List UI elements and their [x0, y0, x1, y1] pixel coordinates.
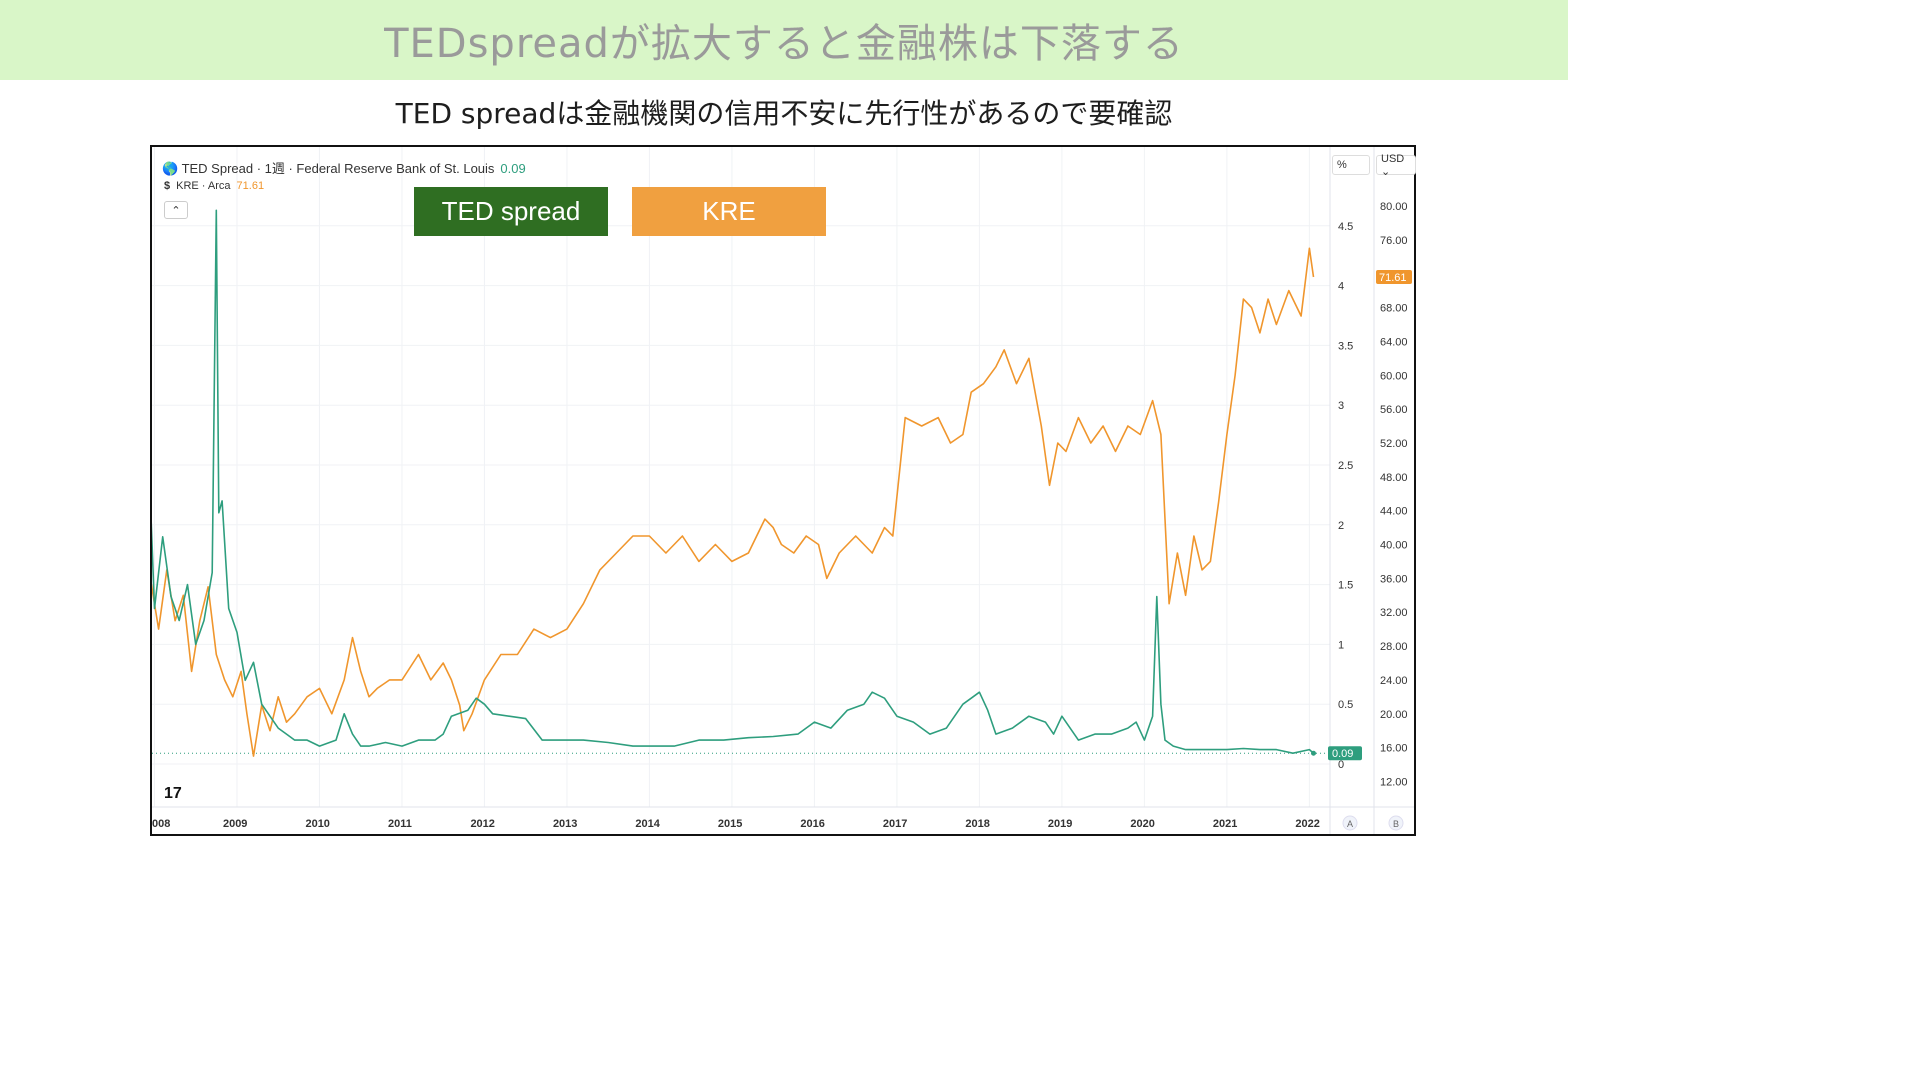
- x-axis-tick: 2019: [1048, 818, 1072, 830]
- collapse-legend-button[interactable]: ⌃: [164, 201, 188, 219]
- right-axis-marker-circle: [1388, 815, 1404, 831]
- dollar-icon: $: [164, 180, 171, 192]
- x-axis-tick: 2018: [965, 818, 989, 830]
- percent-scale-button[interactable]: %: [1332, 155, 1370, 175]
- ted-value-label: 0.09: [1332, 748, 1353, 760]
- x-axis-tick: 2017: [883, 818, 907, 830]
- ted-last-point: [1311, 750, 1317, 756]
- left-axis-tick: 3: [1338, 400, 1344, 412]
- right-axis-tick: 12.00: [1380, 776, 1408, 788]
- right-axis-tick: 36.00: [1380, 573, 1408, 585]
- right-axis-tick: 28.00: [1380, 641, 1408, 653]
- x-axis-tick: 2010: [305, 818, 329, 830]
- x-axis-tick: 2020: [1130, 818, 1154, 830]
- left-axis-marker: A: [1347, 819, 1353, 829]
- x-axis-tick: 2015: [718, 818, 742, 830]
- legend-kre-label: KRE: [702, 196, 756, 226]
- x-axis-tick: 2016: [800, 818, 824, 830]
- left-axis-tick: 0: [1338, 759, 1344, 771]
- tradingview-logo: 17: [164, 785, 182, 802]
- right-axis-tick: 16.00: [1380, 743, 1408, 755]
- left-axis-tick: 1.5: [1338, 580, 1353, 592]
- legend-kre: KRE: [632, 187, 826, 236]
- legend-ted-label: TED spread: [441, 196, 581, 226]
- x-axis-tick: 2014: [635, 818, 660, 830]
- chart-svg[interactable]: 4.543.532.521.510.5080.0076.0072.0068.00…: [152, 147, 1414, 834]
- right-axis-tick: 60.00: [1380, 370, 1408, 382]
- kre-series-title: KRE · Arca: [176, 180, 231, 192]
- right-axis-tick: 44.00: [1380, 506, 1408, 518]
- left-axis-tick: 0.5: [1338, 699, 1353, 711]
- banner-title: TEDspreadが拡大すると金融株は下落する: [384, 21, 1184, 67]
- ted-info-line: 🌎 TED Spread · 1週 · Federal Reserve Bank…: [162, 158, 526, 177]
- x-axis-tick: 008: [152, 818, 170, 830]
- left-axis-tick: 4.5: [1338, 221, 1353, 233]
- title-banner: TEDspreadが拡大すると金融株は下落する: [0, 0, 1568, 80]
- page-subtitle: TED spreadは金融機関の信用不安に先行性があるので要確認: [395, 97, 1173, 130]
- left-axis-tick: 1: [1338, 639, 1344, 651]
- kre-price-tag: [1376, 270, 1412, 285]
- ted-current-value: 0.09: [500, 161, 526, 176]
- kre-price-label: 71.61: [1379, 272, 1407, 284]
- kre-series-line: [152, 247, 1315, 757]
- ted-series-title: 🌎 TED Spread · 1週 · Federal Reserve Bank…: [162, 161, 495, 176]
- right-axis-tick: 56.00: [1380, 404, 1408, 416]
- right-axis-tick: 76.00: [1380, 235, 1408, 247]
- x-axis-tick: 2021: [1213, 818, 1237, 830]
- right-axis-tick: 68.00: [1380, 303, 1408, 315]
- right-axis-marker: B: [1393, 819, 1399, 829]
- right-axis-tick: 40.00: [1380, 540, 1408, 552]
- kre-current-value: 71.61: [236, 180, 265, 192]
- x-axis-tick: 2011: [388, 818, 412, 830]
- x-axis-tick: 2022: [1295, 818, 1319, 830]
- ted-value-tag: [1328, 746, 1362, 761]
- left-axis-marker-circle: [1342, 815, 1358, 831]
- left-axis-tick: 2: [1338, 520, 1344, 532]
- x-axis-tick: 2009: [223, 818, 247, 830]
- x-axis-tick: 2013: [553, 818, 577, 830]
- left-axis-tick: 4: [1338, 281, 1344, 293]
- currency-button[interactable]: USD ⌄: [1376, 153, 1416, 178]
- right-axis-tick: 32.00: [1380, 607, 1408, 619]
- right-axis-tick: 24.00: [1380, 675, 1408, 687]
- right-axis-tick: 20.00: [1380, 709, 1408, 721]
- chart-panel[interactable]: 4.543.532.521.510.5080.0076.0072.0068.00…: [150, 145, 1416, 836]
- right-axis-tick: 52.00: [1380, 438, 1408, 450]
- chevron-up-icon: ⌃: [171, 203, 181, 217]
- right-axis-tick: 80.00: [1380, 201, 1408, 213]
- ted-series-line: [152, 209, 1315, 754]
- right-axis-tick: 64.00: [1380, 336, 1408, 348]
- right-axis-tick: 48.00: [1380, 472, 1408, 484]
- legend-ted-spread: TED spread: [414, 187, 608, 236]
- x-axis-tick: 2012: [470, 818, 494, 830]
- kre-info-line: $ KRE · Arca 71.61: [164, 180, 264, 192]
- left-axis-tick: 2.5: [1338, 460, 1353, 472]
- left-axis-tick: 3.5: [1338, 340, 1353, 352]
